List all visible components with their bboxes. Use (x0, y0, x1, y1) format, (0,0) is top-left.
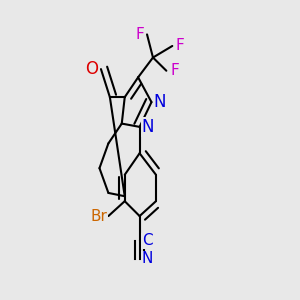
Text: Br: Br (90, 208, 107, 224)
Text: O: O (85, 60, 98, 78)
Text: N: N (154, 93, 166, 111)
Text: F: F (171, 63, 180, 78)
Text: F: F (175, 38, 184, 53)
Text: N: N (142, 118, 154, 136)
Text: C: C (142, 233, 152, 248)
Text: F: F (135, 27, 144, 42)
Text: N: N (141, 251, 153, 266)
